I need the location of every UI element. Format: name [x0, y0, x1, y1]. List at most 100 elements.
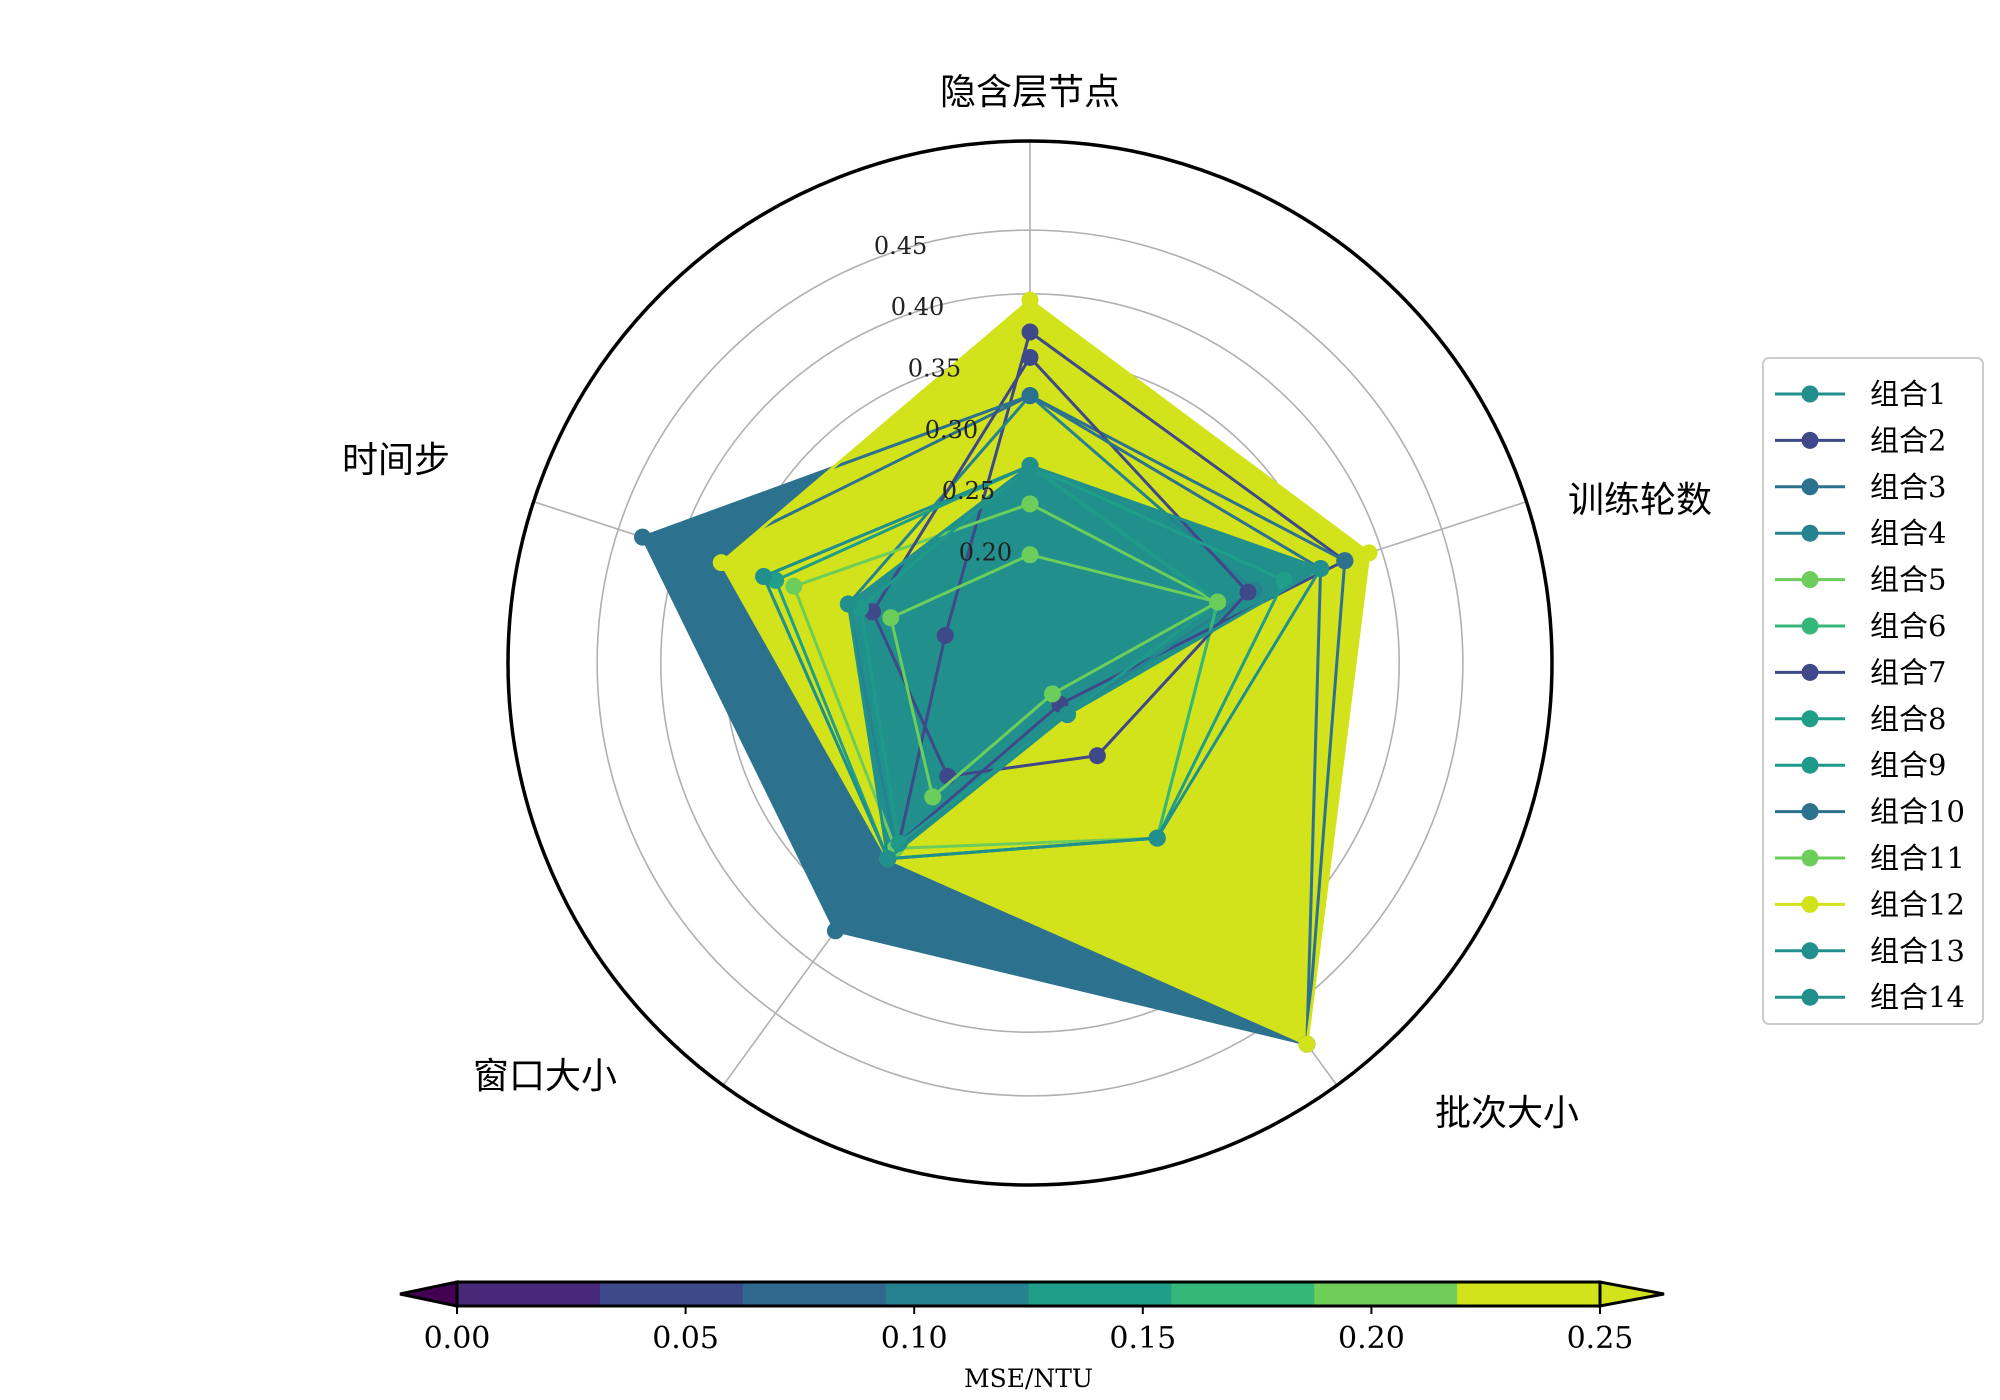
colorbar-segment	[1171, 1282, 1315, 1306]
colorbar-segment	[457, 1282, 601, 1306]
legend-box	[1762, 357, 1984, 1025]
data-point	[839, 595, 857, 613]
data-point	[1021, 457, 1039, 475]
colorbar-segment	[1314, 1282, 1458, 1306]
legend-marker	[1801, 710, 1819, 728]
colorbar-label: MSE/NTU	[964, 1364, 1093, 1393]
series-line	[871, 355, 1250, 778]
colorbar: 0.00 0.05 0.10 0.15 0.20 0.25 MSE/NTU	[399, 1280, 1665, 1393]
data-point	[868, 865, 886, 883]
data-point	[1021, 495, 1039, 513]
colorbar-frame	[455, 1280, 1602, 1308]
axis-label: 批次大小	[1435, 1093, 1579, 1134]
colorbar-tick-label: 0.00	[424, 1321, 491, 1356]
legend-marker	[1801, 663, 1819, 681]
legend-item: 组合6	[1775, 609, 1946, 643]
data-point	[1088, 747, 1106, 765]
colorbar-segment	[742, 1282, 887, 1306]
series-line	[719, 298, 1371, 1046]
colorbar-segment	[885, 1282, 1029, 1306]
series-line	[792, 502, 1220, 850]
colorbar-tick-label: 0.05	[652, 1321, 719, 1356]
legend-item: 组合1	[1775, 377, 1946, 411]
data-point	[785, 577, 803, 595]
legend-marker	[1801, 431, 1819, 449]
legend-item: 组合5	[1775, 563, 1946, 597]
radial-tick-label: 0.30	[925, 416, 978, 444]
series-line	[897, 330, 1347, 845]
data-point	[936, 626, 954, 644]
legend-item: 组合9	[1775, 748, 1946, 782]
legend-label: 组合12	[1870, 887, 1965, 921]
legend-marker	[1801, 571, 1819, 589]
legend-label: 组合10	[1870, 795, 1965, 829]
data-point	[1298, 1035, 1316, 1053]
data-point	[1148, 829, 1166, 847]
legend-item: 组合10	[1775, 795, 1965, 829]
axis-label: 训练轮数	[1568, 480, 1712, 521]
legend-item: 组合2	[1775, 423, 1946, 457]
data-point	[1239, 583, 1257, 601]
radial-tick-label: 0.25	[942, 477, 995, 505]
radar-fills	[641, 299, 1370, 1046]
data-point	[826, 922, 844, 940]
legend-label: 组合14	[1870, 980, 1965, 1014]
radial-tick-label: 0.35	[908, 355, 961, 383]
legend-label: 组合7	[1870, 655, 1946, 689]
series-line	[889, 553, 1220, 799]
radial-tick-label: 0.40	[891, 293, 944, 321]
series-11	[882, 546, 1227, 806]
legend-marker	[1801, 385, 1819, 403]
data-point	[1043, 685, 1061, 703]
data-point	[1209, 593, 1227, 611]
legend-label: 组合13	[1870, 934, 1965, 968]
legend-item: 组合14	[1775, 980, 1965, 1014]
data-point	[712, 554, 730, 572]
colorbar-segment	[1028, 1282, 1172, 1306]
data-point	[1312, 560, 1330, 578]
data-point	[694, 548, 712, 566]
legend-label: 组合2	[1870, 423, 1946, 457]
legend-item: 组合7	[1775, 655, 1946, 689]
data-point	[1021, 323, 1039, 341]
data-point	[1360, 544, 1378, 562]
colorbar-segment	[1457, 1282, 1601, 1306]
legend-item: 组合13	[1775, 934, 1965, 968]
data-point	[634, 528, 652, 546]
legend-marker	[1801, 478, 1819, 496]
legend-marker	[1801, 988, 1819, 1006]
legend-marker	[1801, 942, 1819, 960]
series-line	[641, 394, 1323, 1046]
data-point	[1172, 605, 1190, 623]
legend-label: 组合1	[1870, 377, 1946, 411]
legend-label: 组合6	[1870, 609, 1946, 643]
legend-item: 组合3	[1775, 470, 1946, 504]
legend-marker	[1801, 756, 1819, 774]
colorbar-tick-label: 0.15	[1109, 1321, 1176, 1356]
outer-frame	[506, 139, 1554, 1187]
colorbar-extend-high	[1598, 1280, 1665, 1308]
data-point	[924, 788, 942, 806]
legend-item: 组合4	[1775, 516, 1946, 550]
colorbar-segment	[599, 1282, 744, 1306]
axis-label: 窗口大小	[473, 1056, 617, 1097]
data-point	[1275, 571, 1293, 589]
legend-item: 组合8	[1775, 702, 1946, 736]
legend-label: 组合3	[1870, 470, 1946, 504]
data-point	[1336, 552, 1354, 570]
data-point	[896, 613, 914, 631]
radar-series	[634, 291, 1378, 1053]
legend-marker	[1801, 895, 1819, 913]
legend-label: 组合11	[1870, 841, 1965, 875]
data-point	[1021, 291, 1039, 309]
legend-label: 组合9	[1870, 748, 1946, 782]
colorbar-extend-low	[399, 1280, 459, 1308]
data-point	[1058, 706, 1076, 724]
legend-item: 组合11	[1775, 841, 1965, 875]
legend-marker	[1801, 803, 1819, 821]
data-point	[879, 850, 897, 868]
data-point	[1021, 387, 1039, 405]
series-14	[839, 457, 1330, 868]
